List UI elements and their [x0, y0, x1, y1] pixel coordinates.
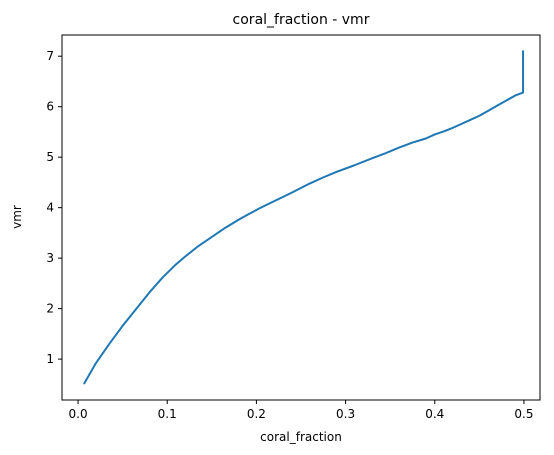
y-tick-label: 7: [46, 49, 54, 63]
series-line: [83, 50, 525, 385]
x-axis-ticks: 0.0 0.1 0.2 0.3 0.4 0.5: [69, 400, 533, 421]
x-tick-label: 0.0: [69, 407, 88, 421]
y-tick-label: 3: [46, 251, 54, 265]
x-tick-label: 0.5: [514, 407, 533, 421]
y-tick-label: 2: [46, 302, 54, 316]
x-tick-label: 0.2: [247, 407, 266, 421]
y-axis-ticks: 1 2 3 4 5 6 7: [46, 49, 62, 366]
y-tick-label: 5: [46, 150, 54, 164]
x-tick-label: 0.4: [425, 407, 444, 421]
plot-frame: [61, 34, 541, 401]
chart-title: coral_fraction - vmr: [233, 12, 370, 28]
x-axis-label: coral_fraction: [260, 430, 342, 444]
y-tick-label: 1: [46, 352, 54, 366]
y-tick-label: 4: [46, 201, 54, 215]
y-axis-label: vmr: [10, 205, 24, 229]
y-tick-label: 6: [46, 100, 54, 114]
x-tick-label: 0.3: [336, 407, 355, 421]
x-tick-label: 0.1: [158, 407, 177, 421]
